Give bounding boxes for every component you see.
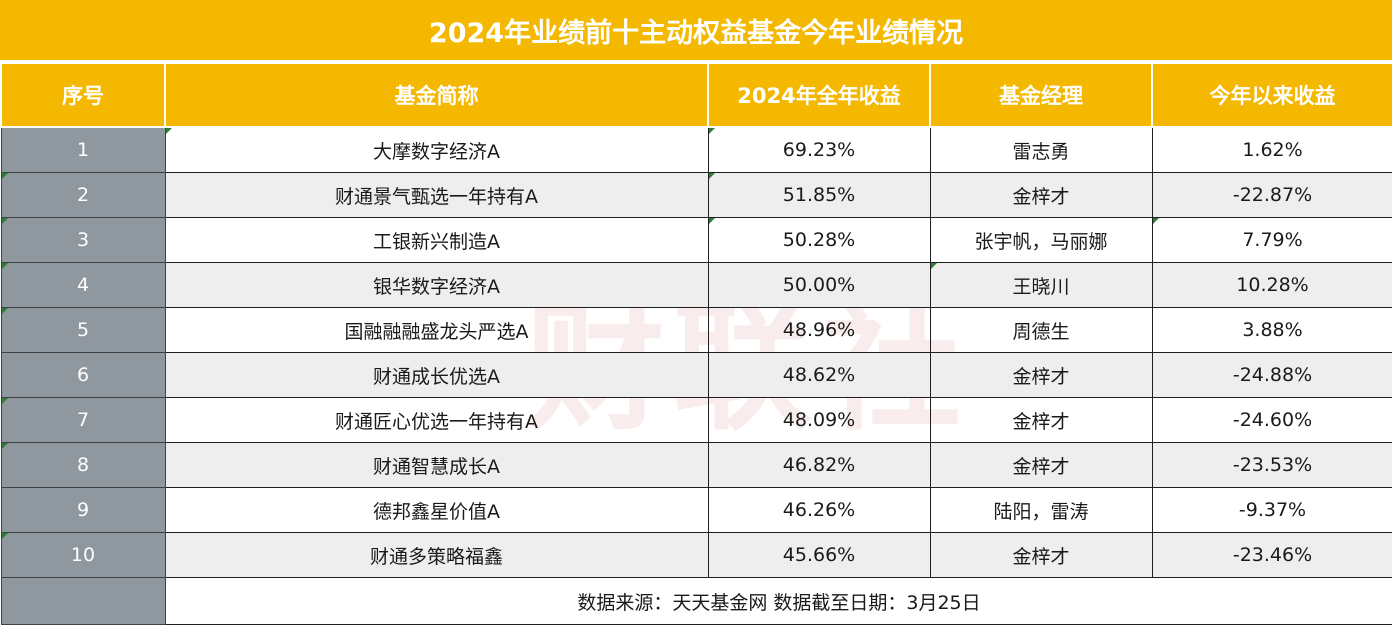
source-row: 数据来源：天天基金网 数据截至日期：3月25日	[0, 577, 1392, 625]
data-source-note: 数据来源：天天基金网 数据截至日期：3月25日	[164, 577, 1392, 625]
header-row: 序号 基金简称 2024年全年收益 基金经理 今年以来收益	[0, 62, 1392, 128]
row-index: 7	[0, 397, 166, 443]
ytd-return-cell: 10.28%	[1151, 262, 1392, 308]
ytd-return-cell: -24.88%	[1151, 352, 1392, 398]
fund-name-cell: 财通匠心优选一年持有A	[164, 397, 709, 443]
source-row-index-blank	[0, 577, 166, 625]
return-2024-cell: 50.28%	[707, 217, 931, 263]
row-index: 6	[0, 352, 166, 398]
return-2024-cell: 51.85%	[707, 172, 931, 218]
return-2024-cell: 46.26%	[707, 487, 931, 533]
fund-name-cell: 财通多策略福鑫	[164, 532, 709, 578]
manager-cell: 金梓才	[929, 172, 1153, 218]
manager-cell: 金梓才	[929, 352, 1153, 398]
manager-cell: 金梓才	[929, 532, 1153, 578]
return-2024-cell: 46.82%	[707, 442, 931, 488]
table-row: 8 财通智慧成长A 46.82% 金梓才 -23.53%	[0, 442, 1392, 488]
return-2024-cell: 48.62%	[707, 352, 931, 398]
manager-cell: 陆阳，雷涛	[929, 487, 1153, 533]
fund-name-cell: 财通成长优选A	[164, 352, 709, 398]
row-index: 4	[0, 262, 166, 308]
fund-name-cell: 银华数字经济A	[164, 262, 709, 308]
sheet-title: 2024年业绩前十主动权益基金今年业绩情况	[0, 0, 1392, 62]
table-row: 10 财通多策略福鑫 45.66% 金梓才 -23.46%	[0, 532, 1392, 578]
fund-name-cell: 德邦鑫星价值A	[164, 487, 709, 533]
header-return-2024: 2024年全年收益	[707, 62, 931, 128]
return-2024-cell: 48.09%	[707, 397, 931, 443]
ytd-return-cell: -23.53%	[1151, 442, 1392, 488]
table-row: 3 工银新兴制造A 50.28% 张宇帆，马丽娜 7.79%	[0, 217, 1392, 263]
row-index: 3	[0, 217, 166, 263]
table-row: 9 德邦鑫星价值A 46.26% 陆阳，雷涛 -9.37%	[0, 487, 1392, 533]
header-manager: 基金经理	[929, 62, 1153, 128]
manager-cell: 王晓川	[929, 262, 1153, 308]
fund-name-cell: 财通智慧成长A	[164, 442, 709, 488]
manager-cell: 周德生	[929, 307, 1153, 353]
table-row: 6 财通成长优选A 48.62% 金梓才 -24.88%	[0, 352, 1392, 398]
table-row: 7 财通匠心优选一年持有A 48.09% 金梓才 -24.60%	[0, 397, 1392, 443]
table-row: 2 财通景气甄选一年持有A 51.85% 金梓才 -22.87%	[0, 172, 1392, 218]
manager-cell: 金梓才	[929, 397, 1153, 443]
ytd-return-cell: 3.88%	[1151, 307, 1392, 353]
ytd-return-cell: 7.79%	[1151, 217, 1392, 263]
ytd-return-cell: -9.37%	[1151, 487, 1392, 533]
manager-cell: 雷志勇	[929, 126, 1153, 173]
fund-name-cell: 大摩数字经济A	[164, 126, 709, 173]
ytd-return-cell: -23.46%	[1151, 532, 1392, 578]
header-ytd-return: 今年以来收益	[1151, 62, 1392, 128]
table-row: 5 国融融融盛龙头严选A 48.96% 周德生 3.88%	[0, 307, 1392, 353]
fund-name-cell: 财通景气甄选一年持有A	[164, 172, 709, 218]
ytd-return-cell: -22.87%	[1151, 172, 1392, 218]
return-2024-cell: 50.00%	[707, 262, 931, 308]
row-index: 2	[0, 172, 166, 218]
row-index: 10	[0, 532, 166, 578]
row-index: 5	[0, 307, 166, 353]
ytd-return-cell: -24.60%	[1151, 397, 1392, 443]
manager-cell: 张宇帆，马丽娜	[929, 217, 1153, 263]
table-row: 1 大摩数字经济A 69.23% 雷志勇 1.62%	[0, 126, 1392, 173]
fund-name-cell: 工银新兴制造A	[164, 217, 709, 263]
header-index: 序号	[0, 62, 166, 128]
row-index: 8	[0, 442, 166, 488]
return-2024-cell: 48.96%	[707, 307, 931, 353]
row-index: 1	[0, 126, 166, 173]
manager-cell: 金梓才	[929, 442, 1153, 488]
table-row: 4 银华数字经济A 50.00% 王晓川 10.28%	[0, 262, 1392, 308]
return-2024-cell: 45.66%	[707, 532, 931, 578]
row-index: 9	[0, 487, 166, 533]
fund-table: 序号 基金简称 2024年全年收益 基金经理 今年以来收益 1 大摩数字经济A …	[0, 62, 1392, 625]
ytd-return-cell: 1.62%	[1151, 126, 1392, 173]
return-2024-cell: 69.23%	[707, 126, 931, 173]
header-fund-name: 基金简称	[164, 62, 709, 128]
fund-name-cell: 国融融融盛龙头严选A	[164, 307, 709, 353]
